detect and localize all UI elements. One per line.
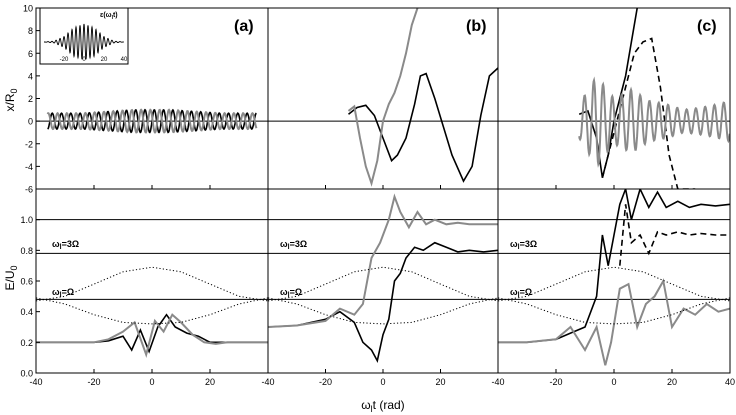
y-tick-label-a-bottom-1: 0.2	[20, 338, 33, 348]
x-tick-label-b-bottom-2: 0	[380, 377, 385, 387]
series-line-c-bottom-4	[498, 297, 730, 325]
level-label-3omega-c: ωl=3Ω	[510, 239, 537, 251]
y-tick-label-a-bottom-5: 1.0	[20, 215, 33, 225]
inset-x-tick-label-3: 40	[121, 57, 128, 63]
y-tick-label-a-top-7: 8	[28, 26, 33, 36]
series-line-b-bottom-0	[268, 241, 498, 363]
panel-label-b: (b)	[466, 18, 486, 35]
level-label-omega-c: ωl=Ω	[510, 287, 532, 299]
y-tick-label-a-bottom-3: 0.6	[20, 277, 33, 287]
series-line-a-bottom-1	[36, 313, 268, 358]
series-line-c-bottom-2	[498, 278, 730, 366]
x-tick-label-a-bottom-2: 0	[149, 377, 154, 387]
series-line-b-bottom-1	[268, 193, 498, 328]
plot-area-b-top	[268, 8, 498, 187]
x-tick-label-b-bottom-1: -20	[319, 377, 332, 387]
inset-title: ε(ωlt)	[100, 12, 118, 21]
y-tick-label-a-bottom-2: 0.4	[20, 307, 33, 317]
x-tick-label-c-bottom-2: 0	[611, 377, 616, 387]
plot-area-c-bottom	[498, 189, 730, 366]
y-tick-label-a-top-6: 6	[28, 49, 33, 59]
series-line-a-bottom-3	[36, 297, 268, 325]
y-tick-label-a-top-8: 10	[23, 4, 33, 14]
series-line-c-top-2	[578, 76, 730, 168]
series-line-b-top-1	[347, 8, 419, 187]
y-tick-label-a-bottom-0: 0.0	[20, 369, 33, 379]
top-y-axis-label: x/R0	[3, 88, 19, 111]
x-tick-label-a-bottom-0: -40	[29, 377, 42, 387]
y-tick-label-a-bottom-4: 0.8	[20, 246, 33, 256]
x-tick-label-b-bottom-3: 20	[435, 377, 445, 387]
x-tick-label-c-bottom-1: -20	[549, 377, 562, 387]
level-label-3omega-a: ωl=3Ω	[52, 239, 79, 251]
bottom-y-axis-label: E/U0	[3, 265, 19, 290]
y-tick-label-a-top-0: -6	[25, 185, 33, 195]
series-line-b-top-0	[348, 67, 498, 183]
series-line-c-bottom-1	[619, 204, 730, 266]
panel-frame-b-bottom	[267, 188, 499, 374]
plot-area-a-top	[36, 108, 268, 134]
inset-frame	[39, 7, 129, 65]
level-label-3omega-b: ωl=3Ω	[280, 239, 307, 251]
panel-frame-b-top	[267, 7, 499, 190]
inset-pulse-line	[44, 23, 124, 60]
plot-area-a-bottom	[36, 219, 268, 358]
panel-label-c: (c)	[697, 18, 717, 35]
x-axis-label: ωlt (rad)	[361, 398, 404, 414]
y-tick-label-a-top-3: 0	[28, 117, 33, 127]
inset-x-tick-label-1: 0	[82, 57, 86, 63]
y-tick-label-a-top-2: -2	[25, 139, 33, 149]
level-label-omega-b: ωl=Ω	[280, 287, 302, 299]
inset: ε(ωlt) -20 0 20 40	[39, 7, 129, 65]
level-label-omega-a: ωl=Ω	[52, 287, 74, 299]
series-line-c-top-1	[601, 37, 696, 189]
y-tick-label-a-top-4: 2	[28, 94, 33, 104]
svg-text:E/U0: E/U0	[3, 265, 19, 290]
svg-text:x/R0: x/R0	[3, 88, 19, 111]
y-tick-label-a-top-5: 4	[28, 71, 33, 81]
series-line-a-top-1	[46, 108, 258, 134]
x-tick-label-c-bottom-3: 20	[667, 377, 677, 387]
y-tick-label-a-top-1: -4	[25, 162, 33, 172]
x-tick-label-c-bottom-0: -40	[491, 377, 504, 387]
series-line-b-bottom-3	[268, 297, 498, 325]
x-tick-label-a-bottom-1: -20	[87, 377, 100, 387]
x-tick-label-a-bottom-3: 20	[205, 377, 215, 387]
plot-area-c-top	[498, 8, 730, 189]
series-line-c-bottom-0	[498, 189, 730, 344]
series-line-c-bottom-3	[498, 266, 730, 302]
panel-frame-c-bottom	[497, 188, 731, 374]
plot-area-b-bottom	[268, 193, 498, 363]
x-tick-label-b-bottom-0: -40	[261, 377, 274, 387]
inset-x-tick-label-2: 20	[101, 57, 108, 63]
panel-frame-c-top	[497, 7, 731, 190]
panel-label-a: (a)	[234, 18, 254, 35]
series-line-b-bottom-2	[268, 266, 498, 302]
x-tick-label-c-bottom-4: 40	[725, 377, 735, 387]
inset-x-tick-label-0: -20	[60, 57, 69, 63]
